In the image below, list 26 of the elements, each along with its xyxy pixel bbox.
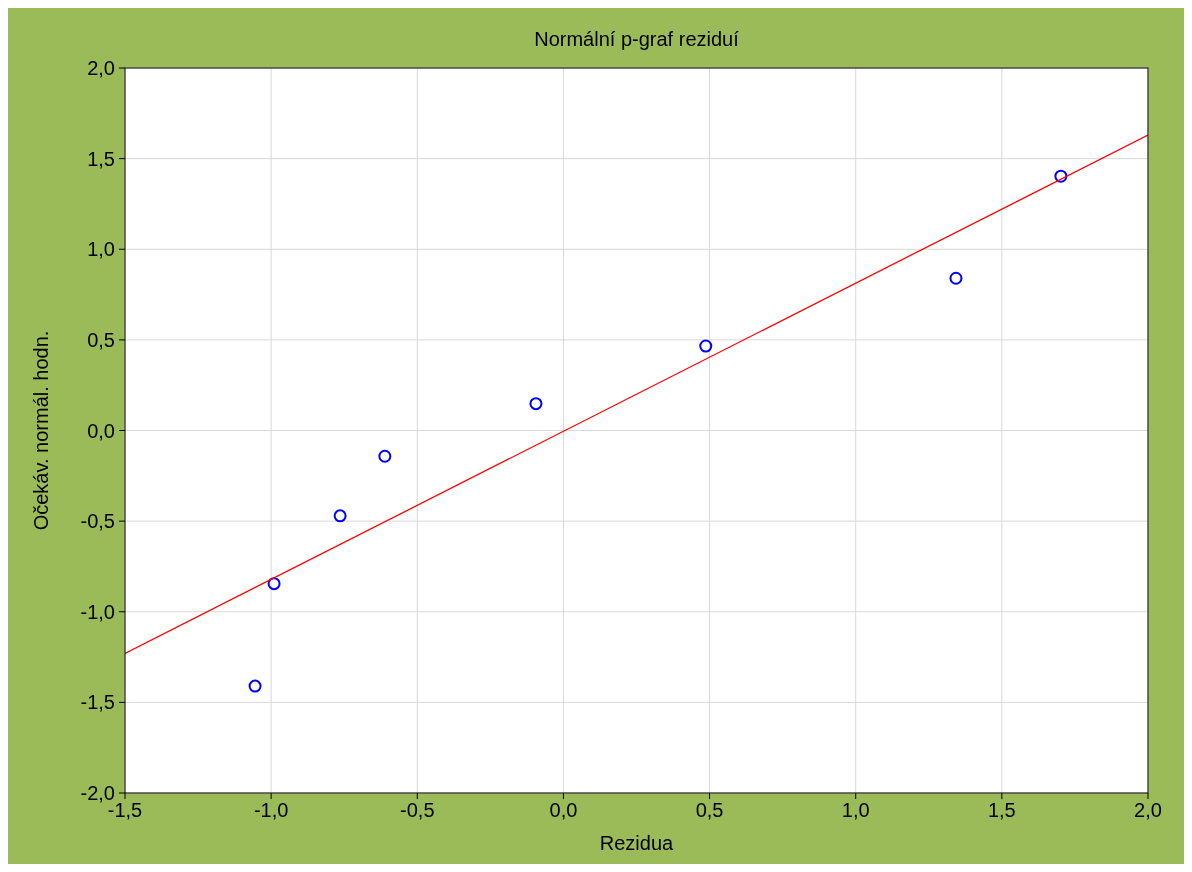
y-tick-label: 2,0 [87, 57, 115, 79]
x-tick-label: 0,0 [549, 799, 578, 821]
y-tick-label: 1,0 [87, 238, 115, 261]
point [378, 449, 392, 463]
point [699, 339, 713, 353]
point [1054, 169, 1068, 183]
point [529, 397, 543, 411]
point [248, 679, 262, 693]
chart-title: Normální p-graf reziduí [534, 28, 740, 50]
x-tick-label: 0,5 [695, 799, 724, 821]
x-tick-label: -0,5 [400, 799, 435, 821]
point [267, 577, 281, 591]
x-axis-title: Rezidua [599, 832, 675, 854]
y-tick-label: -1,5 [80, 691, 115, 714]
y-tick-label: 1,5 [87, 147, 115, 170]
x-tick-label: -1,0 [253, 799, 289, 821]
y-tick-label: -1,0 [80, 600, 115, 623]
x-tick-label: 2,0 [1134, 799, 1162, 821]
x-tick-label: 1,5 [987, 799, 1016, 821]
point [333, 509, 347, 523]
y-tick-label: -0,5 [80, 510, 115, 533]
point [949, 271, 963, 285]
y-tick-label: 0,0 [87, 419, 115, 442]
x-tick-label: 1,0 [841, 799, 870, 821]
y-axis-title: Očekáv. normál. hodn. [30, 330, 52, 531]
y-tick-label: 0,5 [87, 328, 115, 351]
